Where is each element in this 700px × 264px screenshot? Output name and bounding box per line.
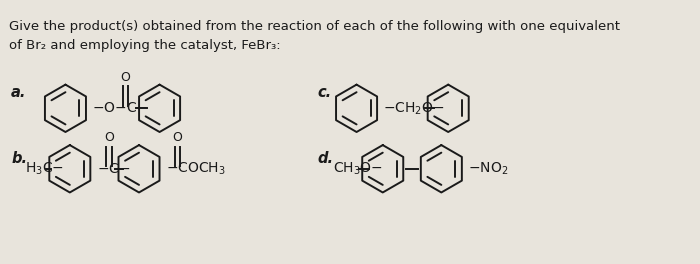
Text: c.: c. <box>318 85 332 100</box>
Text: O: O <box>120 71 130 84</box>
Text: a.: a. <box>11 85 27 100</box>
Text: b.: b. <box>11 151 27 166</box>
Text: O: O <box>104 131 113 144</box>
Text: d.: d. <box>318 151 334 166</box>
Text: Give the product(s) obtained from the reaction of each of the following with one: Give the product(s) obtained from the re… <box>9 20 620 34</box>
Text: $-$C$-$: $-$C$-$ <box>97 162 130 176</box>
Text: $-$COCH$_3$: $-$COCH$_3$ <box>166 161 225 177</box>
Text: CH$_3$O$-$: CH$_3$O$-$ <box>333 161 384 177</box>
Text: H$_3$C$-$: H$_3$C$-$ <box>25 161 64 177</box>
Text: of Br₂ and employing the catalyst, FeBr₃:: of Br₂ and employing the catalyst, FeBr₃… <box>9 39 281 52</box>
Text: O: O <box>172 131 182 144</box>
Text: $-$CH$_2$O$-$: $-$CH$_2$O$-$ <box>383 100 444 116</box>
Text: $-$O$-$C$-$: $-$O$-$C$-$ <box>92 101 148 115</box>
Text: $-$NO$_2$: $-$NO$_2$ <box>468 161 508 177</box>
